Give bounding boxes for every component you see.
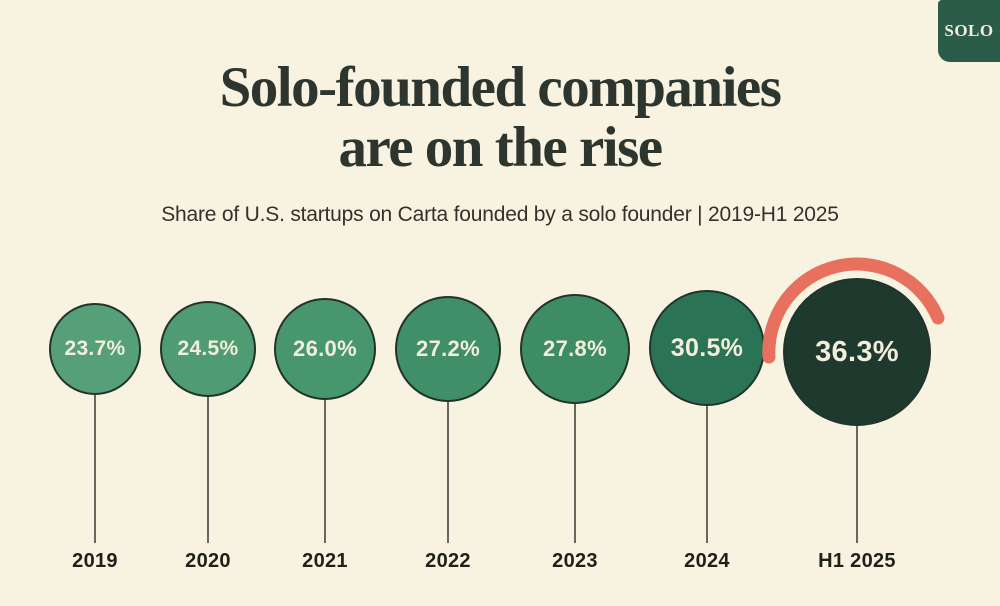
stem-2021 xyxy=(324,400,326,543)
bubble-2021: 26.0% xyxy=(274,298,376,400)
stem-2024 xyxy=(706,406,708,543)
bubble-value-2022: 27.2% xyxy=(416,336,480,361)
year-label-2019: 2019 xyxy=(72,550,118,572)
solo-logo-badge: SOLO xyxy=(938,0,1000,62)
chart-subtitle: Share of U.S. startups on Carta founded … xyxy=(161,203,839,226)
bubble-value-2020: 24.5% xyxy=(177,337,239,360)
stem-2023 xyxy=(574,404,576,543)
bubble-value-h1-2025: 36.3% xyxy=(815,335,899,368)
bubble-2023: 27.8% xyxy=(520,294,630,404)
bubble-2019: 23.7% xyxy=(49,303,141,395)
bubble-value-2021: 26.0% xyxy=(293,336,357,361)
bubble-2022: 27.2% xyxy=(395,296,501,402)
year-label-2023: 2023 xyxy=(552,550,598,572)
stem-2020 xyxy=(207,397,209,543)
stem-h1-2025 xyxy=(856,426,858,543)
bubble-h1-2025: 36.3% xyxy=(783,278,931,426)
page-title-line2: are on the rise xyxy=(338,116,663,179)
bubble-value-2023: 27.8% xyxy=(543,336,607,361)
year-label-2024: 2024 xyxy=(684,550,730,572)
stem-2022 xyxy=(447,402,449,543)
bubble-value-2024: 30.5% xyxy=(670,333,744,362)
year-label-2022: 2022 xyxy=(425,550,471,572)
year-label-h1-2025: H1 2025 xyxy=(818,550,896,572)
year-label-2021: 2021 xyxy=(302,550,348,572)
year-label-2020: 2020 xyxy=(185,550,231,572)
page-title: Solo-founded companies are on the rise xyxy=(0,58,1000,178)
stem-2019 xyxy=(94,395,96,543)
bubble-value-2019: 23.7% xyxy=(64,337,126,360)
page-title-line1: Solo-founded companies xyxy=(219,56,782,119)
solo-logo-text: SOLO xyxy=(944,21,994,40)
bubble-2020: 24.5% xyxy=(160,301,256,397)
bubble-2024: 30.5% xyxy=(649,290,765,406)
